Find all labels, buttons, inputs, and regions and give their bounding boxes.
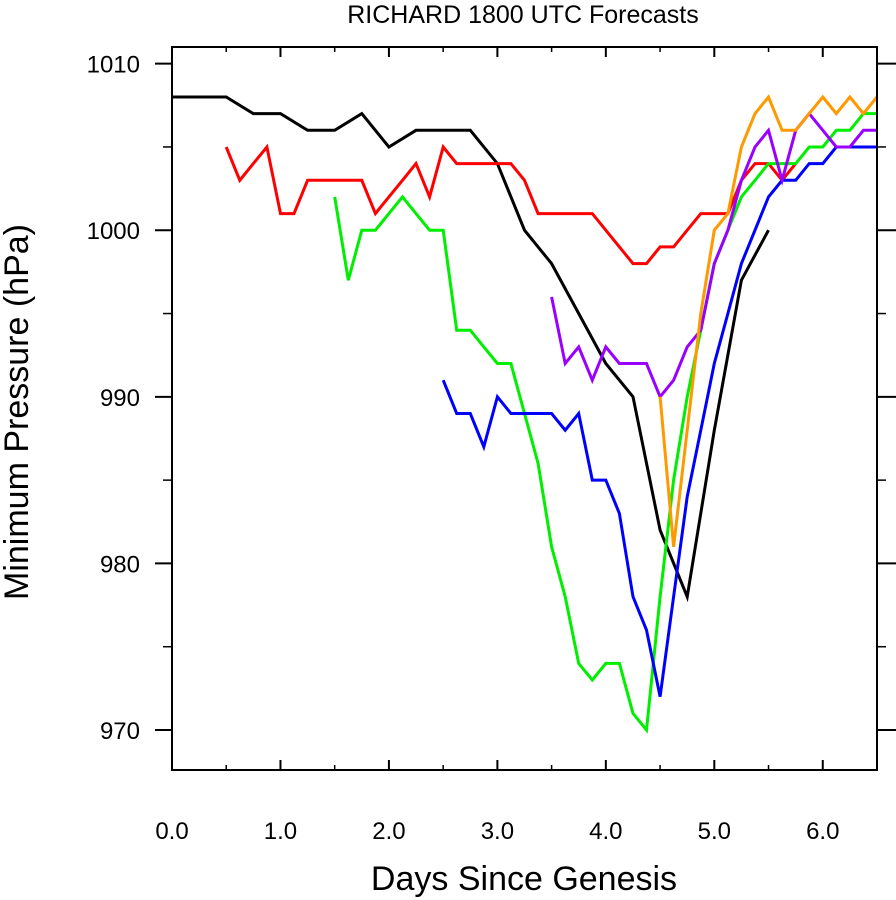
x-tick-label: 6.0 (806, 818, 839, 845)
x-tick-label: 4.0 (589, 818, 622, 845)
ticks-layer: 0.0 1.0 2.0 3.0 4.0 5.0 6.0 970 980 990 1000 1010 (87, 47, 896, 845)
series-line-6 (658, 94, 879, 547)
x-tick-label: 5.0 (698, 818, 731, 845)
y-tick-label: 990 (100, 385, 140, 412)
plot-frame (171, 46, 878, 771)
series-line-5 (550, 111, 877, 400)
series-line-2 (224, 143, 797, 266)
x-tick-label: 3.0 (481, 818, 514, 845)
y-tick-label: 980 (100, 551, 140, 578)
y-tick-label: 970 (100, 718, 140, 745)
y-tick-label: 1000 (87, 218, 140, 245)
series-line-1 (172, 95, 770, 603)
y-axis-title: Minimum Pressure (hPa) (0, 224, 36, 600)
y-tick-label: 1010 (87, 52, 140, 79)
x-tick-label: 1.0 (264, 818, 297, 845)
chart-title: RICHARD 1800 UTC Forecasts (347, 1, 698, 29)
x-axis-title: Days Since Genesis (371, 860, 677, 898)
x-tick-label: 2.0 (372, 818, 405, 845)
series-line-3 (333, 112, 877, 734)
series-line-4 (441, 145, 877, 698)
series-layer (172, 94, 879, 734)
x-tick-label: 0.0 (155, 818, 188, 845)
